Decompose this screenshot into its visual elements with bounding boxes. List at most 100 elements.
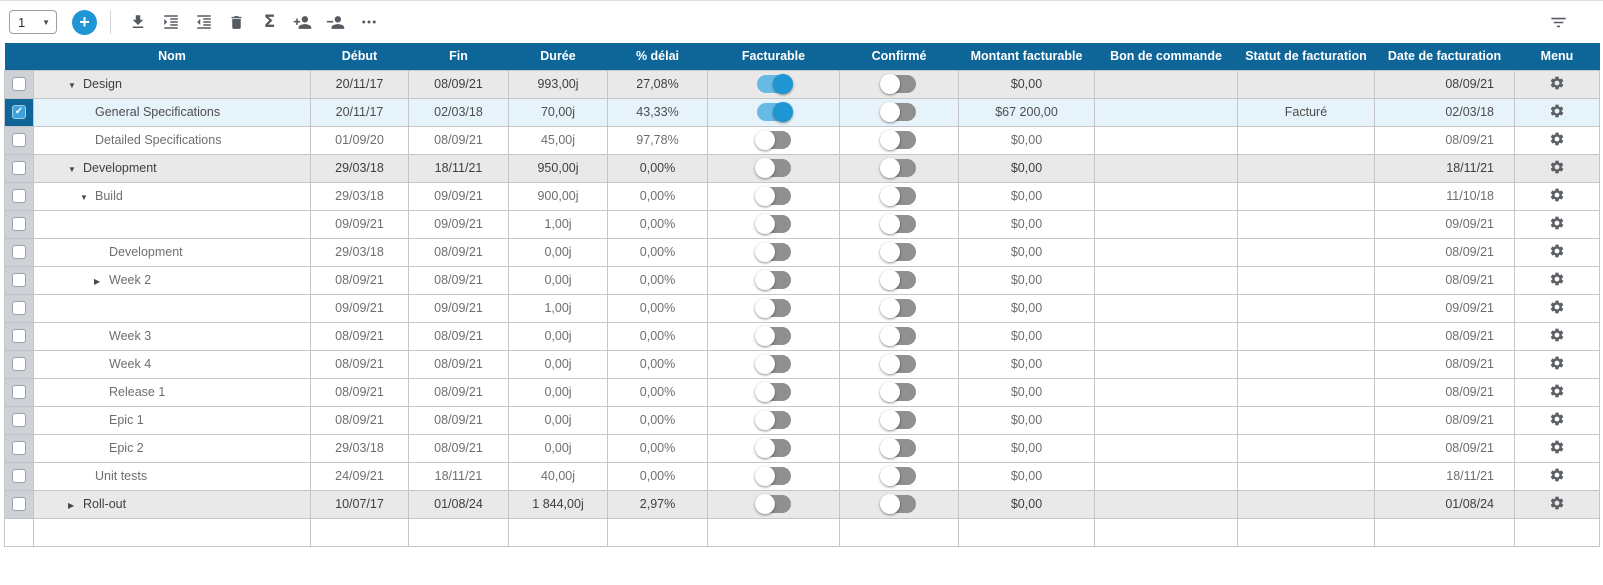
row-checkbox-cell[interactable]: [4, 405, 34, 435]
row-checkbox[interactable]: [12, 217, 26, 231]
confirmed-toggle[interactable]: [880, 382, 916, 402]
header-duree[interactable]: Durée: [508, 43, 608, 70]
row-checkbox-cell[interactable]: [4, 69, 34, 99]
row-count-select[interactable]: 1 ▼: [9, 10, 57, 34]
expand-arrow-icon[interactable]: ▶: [68, 501, 75, 510]
row-checkbox[interactable]: [12, 273, 26, 287]
more-options-icon[interactable]: [352, 8, 385, 36]
confirmed-toggle[interactable]: [880, 158, 916, 178]
gear-icon[interactable]: [1549, 243, 1565, 259]
row-checkbox[interactable]: [12, 77, 26, 91]
row-checkbox[interactable]: [12, 105, 26, 119]
gear-icon[interactable]: [1549, 299, 1565, 315]
header-date-facturation[interactable]: Date de facturation: [1374, 43, 1515, 70]
confirmed-toggle[interactable]: [880, 466, 916, 486]
row-checkbox-cell[interactable]: [4, 237, 34, 267]
gear-icon[interactable]: [1549, 131, 1565, 147]
billable-toggle[interactable]: [754, 130, 791, 150]
header-montant-facturable[interactable]: Montant facturable: [958, 43, 1095, 70]
filter-icon[interactable]: [1542, 8, 1575, 36]
gear-icon[interactable]: [1549, 159, 1565, 175]
row-checkbox-cell[interactable]: [4, 265, 34, 295]
confirmed-toggle[interactable]: [880, 494, 916, 514]
expand-arrow-icon[interactable]: ▶: [94, 277, 101, 286]
row-checkbox-cell[interactable]: [4, 181, 34, 211]
billable-toggle[interactable]: [754, 158, 791, 178]
confirmed-toggle[interactable]: [880, 102, 916, 122]
add-task-button[interactable]: +: [72, 9, 97, 35]
insert-task-icon[interactable]: [121, 8, 154, 36]
row-checkbox-cell[interactable]: [4, 461, 34, 491]
billable-toggle[interactable]: [756, 102, 793, 122]
gear-icon[interactable]: [1549, 439, 1565, 455]
billable-toggle[interactable]: [754, 354, 791, 374]
gear-icon[interactable]: [1549, 355, 1565, 371]
row-checkbox[interactable]: [12, 385, 26, 399]
confirmed-toggle[interactable]: [880, 270, 916, 290]
billable-toggle[interactable]: [754, 494, 791, 514]
header-bon-de-commande[interactable]: Bon de commande: [1094, 43, 1238, 70]
row-checkbox[interactable]: [12, 301, 26, 315]
row-checkbox[interactable]: [12, 329, 26, 343]
expand-arrow-icon[interactable]: ▼: [68, 165, 76, 174]
billable-toggle[interactable]: [756, 74, 793, 94]
confirmed-toggle[interactable]: [880, 298, 916, 318]
gear-icon[interactable]: [1549, 271, 1565, 287]
confirmed-toggle[interactable]: [880, 214, 916, 234]
header-debut[interactable]: Début: [310, 43, 409, 70]
confirmed-toggle[interactable]: [880, 242, 916, 262]
row-checkbox-cell[interactable]: [4, 293, 34, 323]
billable-toggle[interactable]: [754, 326, 791, 346]
row-checkbox[interactable]: [12, 161, 26, 175]
confirmed-toggle[interactable]: [880, 326, 916, 346]
row-checkbox-cell[interactable]: [4, 489, 34, 519]
row-checkbox-cell[interactable]: [4, 97, 34, 127]
header-nom[interactable]: Nom: [33, 43, 311, 70]
row-checkbox[interactable]: [12, 413, 26, 427]
header-facturable[interactable]: Facturable: [707, 43, 840, 70]
expand-arrow-icon[interactable]: ▼: [80, 193, 88, 202]
gear-icon[interactable]: [1549, 495, 1565, 511]
gear-icon[interactable]: [1549, 467, 1565, 483]
billable-toggle[interactable]: [754, 298, 791, 318]
row-checkbox-cell[interactable]: [4, 153, 34, 183]
row-checkbox[interactable]: [12, 133, 26, 147]
trash-icon[interactable]: [220, 8, 253, 36]
row-checkbox[interactable]: [12, 469, 26, 483]
gear-icon[interactable]: [1549, 75, 1565, 91]
billable-toggle[interactable]: [754, 438, 791, 458]
gear-icon[interactable]: [1549, 327, 1565, 343]
gear-icon[interactable]: [1549, 411, 1565, 427]
row-checkbox-cell[interactable]: [4, 517, 34, 547]
header-statut-facturation[interactable]: Statut de facturation: [1237, 43, 1375, 70]
header-delai[interactable]: % délai: [607, 43, 708, 70]
confirmed-toggle[interactable]: [880, 186, 916, 206]
gear-icon[interactable]: [1549, 103, 1565, 119]
sigma-icon[interactable]: Σ: [253, 8, 286, 36]
billable-toggle[interactable]: [754, 410, 791, 430]
add-user-icon[interactable]: [286, 8, 319, 36]
confirmed-toggle[interactable]: [880, 354, 916, 374]
gear-icon[interactable]: [1549, 215, 1565, 231]
billable-toggle[interactable]: [754, 466, 791, 486]
header-confirme[interactable]: Confirmé: [839, 43, 959, 70]
row-checkbox[interactable]: [12, 245, 26, 259]
billable-toggle[interactable]: [754, 382, 791, 402]
row-checkbox[interactable]: [12, 441, 26, 455]
gear-icon[interactable]: [1549, 383, 1565, 399]
gear-icon[interactable]: [1549, 187, 1565, 203]
row-checkbox-cell[interactable]: [4, 125, 34, 155]
row-checkbox[interactable]: [12, 189, 26, 203]
row-checkbox[interactable]: [12, 357, 26, 371]
row-checkbox-cell[interactable]: [4, 321, 34, 351]
billable-toggle[interactable]: [754, 242, 791, 262]
indent-icon[interactable]: [154, 8, 187, 36]
header-fin[interactable]: Fin: [408, 43, 509, 70]
confirmed-toggle[interactable]: [880, 410, 916, 430]
row-checkbox-cell[interactable]: [4, 349, 34, 379]
row-checkbox-cell[interactable]: [4, 377, 34, 407]
remove-user-icon[interactable]: [319, 8, 352, 36]
outdent-icon[interactable]: [187, 8, 220, 36]
billable-toggle[interactable]: [754, 270, 791, 290]
row-checkbox-cell[interactable]: [4, 209, 34, 239]
